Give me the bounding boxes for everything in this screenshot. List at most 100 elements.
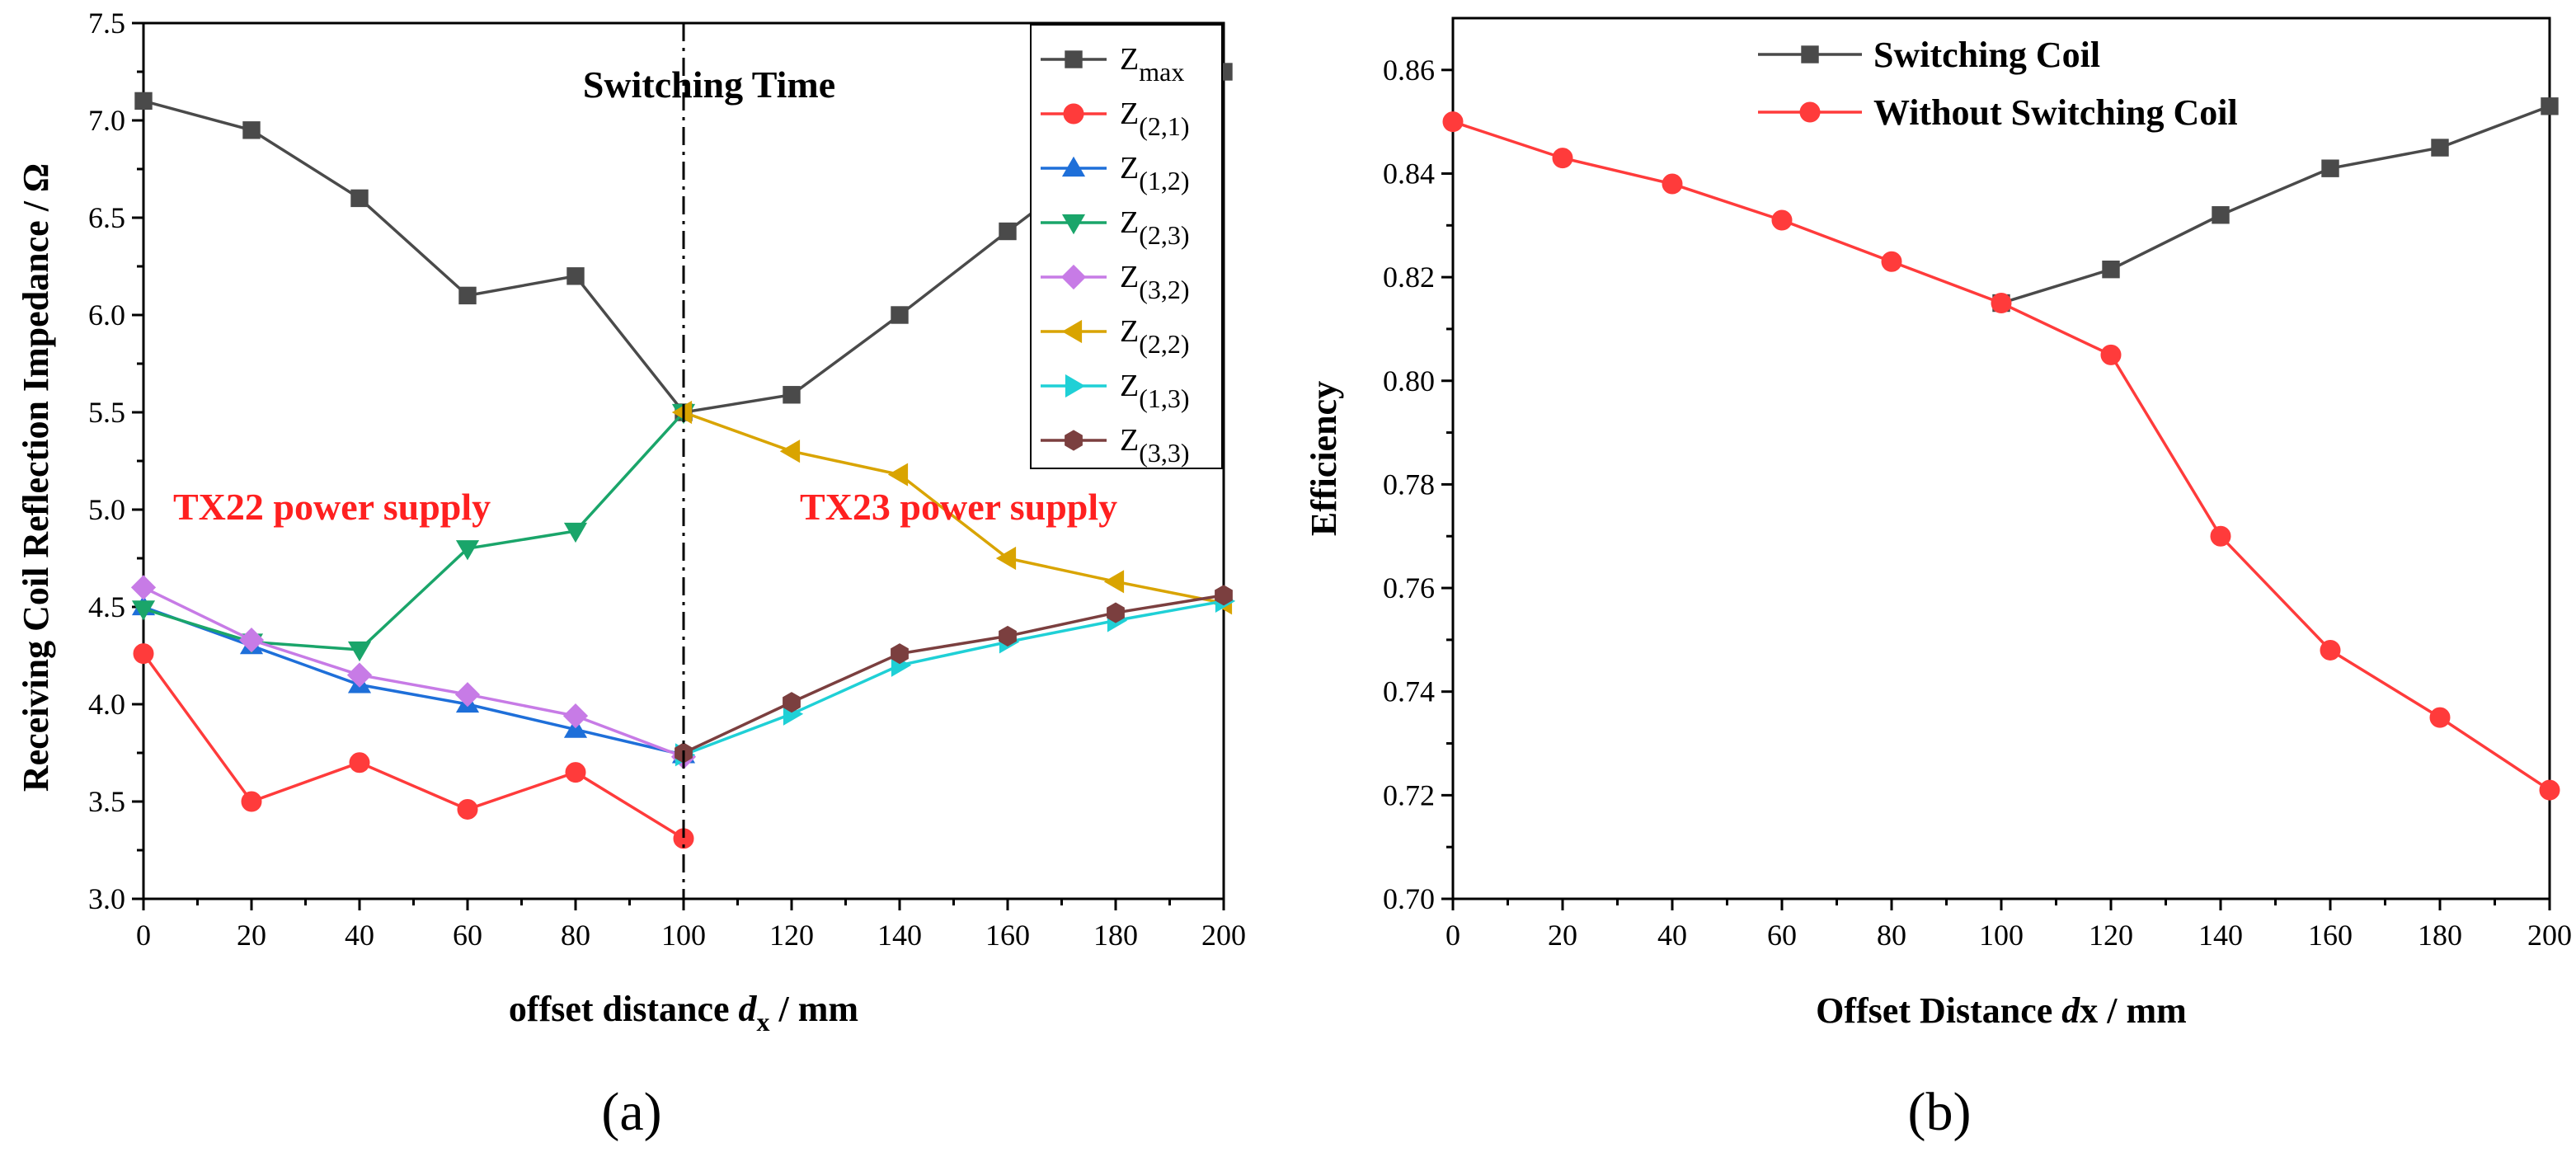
y-tick-label: 6.0 <box>88 299 125 331</box>
legend-label: Z(3,2) <box>1120 260 1190 304</box>
series-line <box>1452 120 2550 792</box>
series-line <box>683 600 1225 756</box>
data-point <box>891 306 909 324</box>
legend-marker <box>1065 50 1083 68</box>
series-line <box>143 605 684 757</box>
legend-marker <box>1061 214 1086 235</box>
x-tick-label: 160 <box>2308 919 2353 952</box>
data-point <box>1103 570 1125 594</box>
y-axis-title: Efficiency <box>1304 381 1344 536</box>
data-point <box>455 540 480 561</box>
x-tick-label: 60 <box>453 919 482 952</box>
x-tick-label: 180 <box>1093 919 1138 952</box>
data-point <box>457 798 478 820</box>
data-point <box>995 546 1017 571</box>
legend-label: Z(1,3) <box>1120 369 1190 413</box>
legend-entry: Z(3,3) <box>1041 423 1190 468</box>
data-point <box>783 386 801 404</box>
data-point <box>1107 602 1125 623</box>
legend-marker <box>1061 319 1083 344</box>
y-tick-label: 0.84 <box>1383 157 1435 190</box>
data-point <box>999 625 1017 647</box>
legend-entry: Z(1,2) <box>1041 151 1190 195</box>
x-tick-label: 100 <box>1979 919 2024 952</box>
data-point <box>350 189 369 208</box>
series-z22 <box>671 400 1233 615</box>
data-point <box>1552 148 1573 169</box>
data-point <box>347 641 372 662</box>
series-line <box>683 594 1225 755</box>
x-tick-label: 20 <box>1548 919 1577 952</box>
x-tick-label: 200 <box>2527 919 2572 952</box>
data-point <box>130 575 157 600</box>
data-point <box>1662 173 1683 195</box>
x-tick-label: 80 <box>561 919 590 952</box>
panel-label-b: (b) <box>1908 1082 1972 1142</box>
plot-frame <box>1451 16 2551 900</box>
legend-marker <box>1060 264 1087 290</box>
data-point <box>565 762 586 783</box>
data-point <box>2431 139 2449 157</box>
legend-label: Z(2,2) <box>1120 314 1190 359</box>
x-tick-label: 120 <box>2089 919 2133 952</box>
legend-label: Z(2,1) <box>1120 96 1190 141</box>
x-axis-title: Offset Distance dx / mm <box>1816 990 2187 1031</box>
y-tick-label: 0.72 <box>1383 778 1435 811</box>
data-point <box>238 628 265 653</box>
x-tick-label: 100 <box>661 919 706 952</box>
data-point <box>2321 159 2339 177</box>
data-point <box>671 400 693 425</box>
data-point <box>999 222 1017 241</box>
y-axis-title: Receiving Coil Reflection Impedance / Ω <box>16 163 56 792</box>
legend-entry: Zmax <box>1041 42 1184 87</box>
y-tick-label: 0.74 <box>1383 675 1435 708</box>
y-tick-label: 4.5 <box>88 590 125 623</box>
data-point <box>563 522 588 543</box>
switching-time-label: Switching Time <box>583 63 835 106</box>
y-tick-label: 7.0 <box>88 104 125 137</box>
series-z21 <box>133 643 694 849</box>
x-tick-label: 60 <box>1767 919 1797 952</box>
legend-entry: Without Switching Coil <box>1758 92 2238 133</box>
y-tick-label: 0.78 <box>1383 468 1435 501</box>
data-point <box>2320 639 2341 661</box>
data-point <box>1215 585 1233 606</box>
legend-label: Without Switching Coil <box>1873 92 2238 133</box>
data-point <box>133 643 154 665</box>
legend-marker <box>1801 45 1819 63</box>
x-tick-label: 120 <box>769 919 814 952</box>
x-tick-label: 20 <box>237 919 266 952</box>
data-point <box>2212 206 2230 224</box>
data-point <box>454 682 481 708</box>
legend-box <box>1030 24 1223 469</box>
x-tick-label: 40 <box>1657 919 1687 952</box>
legend-marker <box>1065 430 1083 451</box>
data-point <box>1991 293 2012 314</box>
x-tick-label: 140 <box>877 919 922 952</box>
data-point <box>2210 525 2231 547</box>
y-tick-label: 3.5 <box>88 785 125 818</box>
legend-label: Z(1,2) <box>1120 151 1190 195</box>
y-tick-label: 0.70 <box>1383 882 1435 915</box>
legend-marker <box>1061 156 1086 177</box>
series-z32 <box>130 575 697 769</box>
series-line <box>2000 105 2550 305</box>
chart-b: 0 20 40 60 80 100 120 140 160 180 200 0.70 0.72 0.74 0… <box>1304 16 2572 1142</box>
legend-entry: Z(2,2) <box>1041 314 1190 359</box>
legend: Zmax Z(2,1) Z(1,2) Z(2,3) Z(3,2) Z(2,2) Z(1,3)… <box>1030 24 1223 469</box>
series-line <box>143 585 684 759</box>
legend-entry: Z(3,2) <box>1041 260 1190 304</box>
y-tick-label: 7.5 <box>88 7 125 40</box>
data-point <box>2100 344 2122 365</box>
data-point <box>2102 260 2120 279</box>
data-point <box>779 440 801 463</box>
data-point <box>1442 111 1464 133</box>
legend-entry: Z(2,1) <box>1041 96 1190 141</box>
data-point <box>2539 779 2560 801</box>
legend-marker <box>1063 103 1084 125</box>
y-tick-label: 0.82 <box>1383 261 1435 294</box>
y-tick-label: 6.5 <box>88 201 125 234</box>
data-point <box>1881 251 1902 272</box>
data-point <box>346 662 373 688</box>
